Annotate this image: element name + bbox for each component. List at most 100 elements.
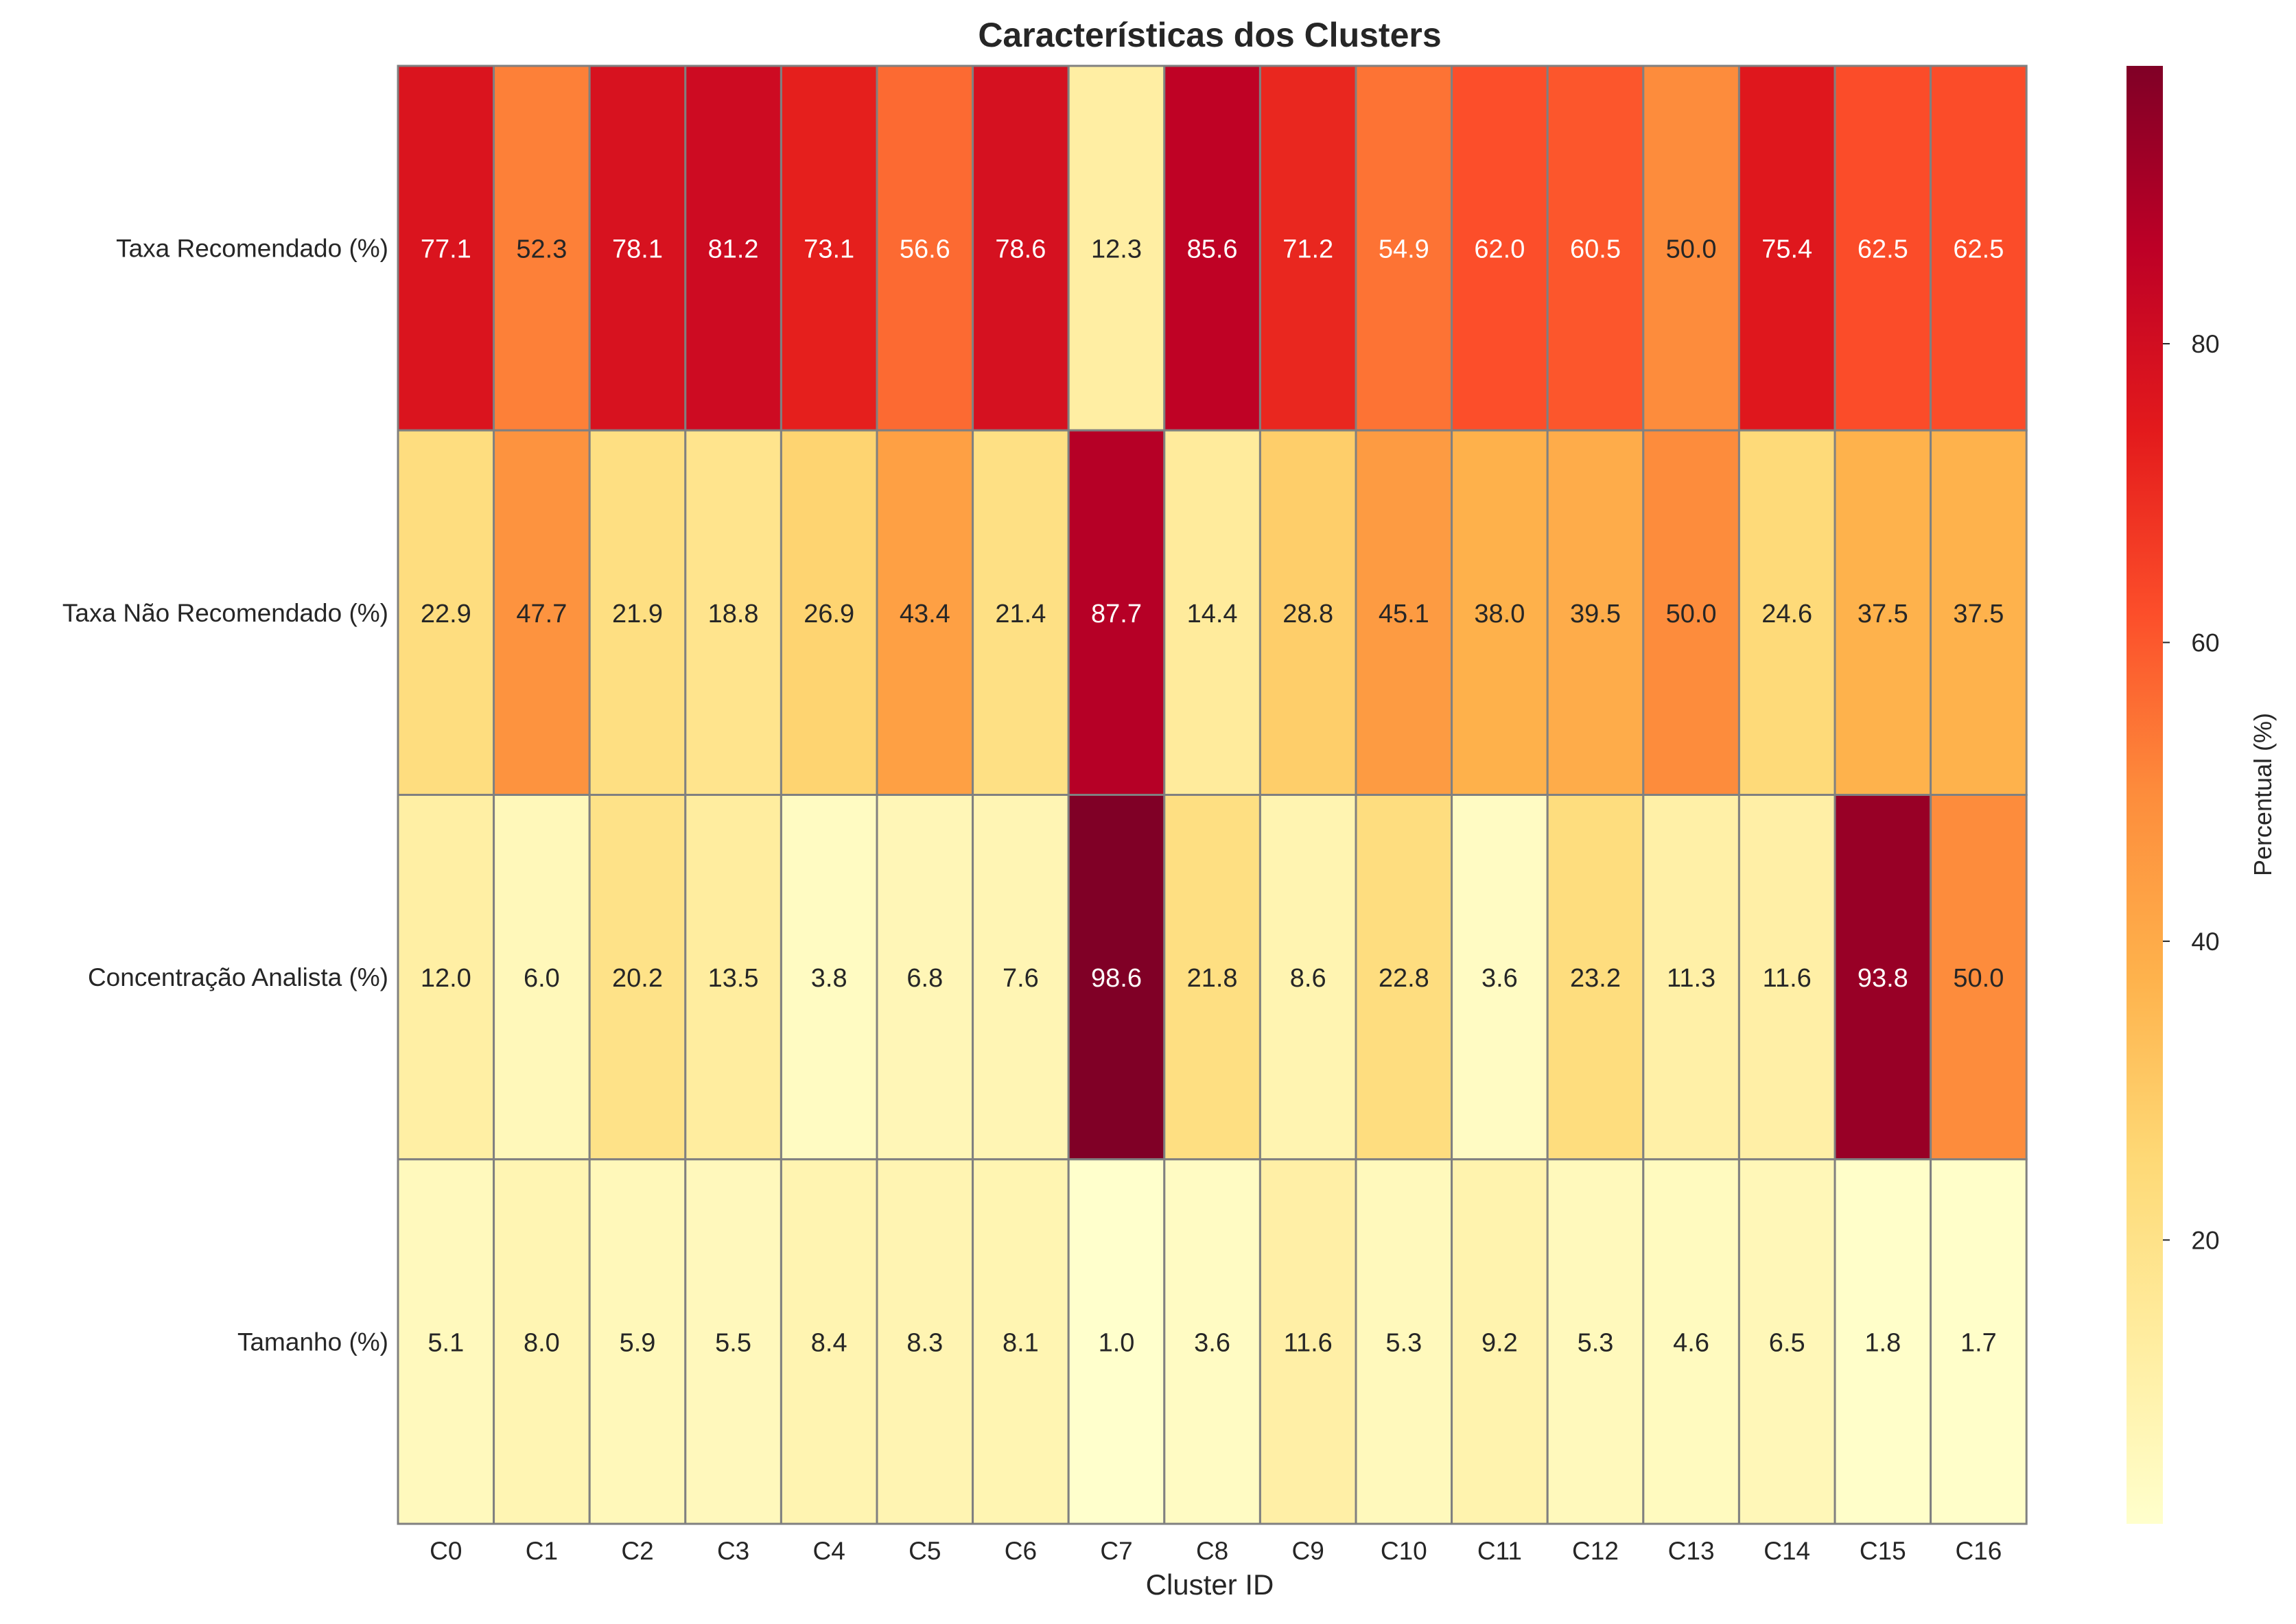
heatmap-cell [1067,429,1166,796]
x-tick-label: C15 [1860,1537,1906,1565]
cell-value-label: 7.6 [1003,964,1039,993]
cell-value-label: 8.6 [1290,964,1326,993]
heatmap-cell [493,64,591,432]
cell-value-label: 45.1 [1379,600,1429,628]
cell-value-label: 5.3 [1578,1328,1614,1357]
y-tick-label: Concentração Analista (%) [88,963,388,991]
heatmap-cell [780,64,878,432]
heatmap-cell [1163,1158,1261,1525]
heatmap-cell [972,1158,1070,1525]
heatmap-cell [1546,64,1645,432]
cell-value-label: 6.8 [906,964,943,993]
cell-value-label: 4.6 [1673,1328,1709,1357]
cell-value-label: 73.1 [804,235,854,264]
cell-value-label: 3.6 [1481,964,1518,993]
cell-value-label: 11.6 [1763,964,1812,993]
heatmap-cell [397,429,495,796]
heatmap-cell [1451,429,1549,796]
heatmap-cell [1642,429,1740,796]
cell-value-label: 87.7 [1091,600,1142,628]
heatmap-cell [780,429,878,796]
cell-value-label: 47.7 [516,600,567,628]
cell-value-label: 5.5 [715,1328,751,1357]
heatmap-cell [876,64,974,432]
colorbar-ticks: 20 40 60 80 [2163,330,2220,1254]
cell-value-label: 24.6 [1761,600,1812,628]
cell-value-label: 37.5 [1953,600,2004,628]
cell-value-label: 8.4 [811,1328,847,1357]
cell-value-label: 12.3 [1091,235,1142,264]
heatmap-cell [1258,1158,1357,1525]
heatmap-cell [1737,794,1836,1161]
cell-value-label: 52.3 [516,235,567,264]
cell-value-label: 6.0 [524,964,560,993]
heatmap-cell [1737,1158,1836,1525]
x-tick-label: C4 [813,1537,845,1565]
cell-value-label: 21.9 [612,600,663,628]
colorbar-tick-label: 40 [2191,928,2219,956]
x-tick-label: C0 [430,1537,462,1565]
cell-value-label: 3.6 [1194,1328,1230,1357]
cell-value-label: 18.8 [708,600,759,628]
cell-value-label: 12.0 [421,964,471,993]
cell-value-label: 50.0 [1953,964,2004,993]
cell-value-label: 5.1 [427,1328,464,1357]
heatmap-cell [1930,1158,2028,1525]
x-tick-label: C7 [1100,1537,1132,1565]
cell-value-label: 77.1 [421,235,471,264]
heatmap-cell [1834,1158,1932,1525]
cell-value-label: 5.3 [1385,1328,1422,1357]
y-tick-labels: Taxa Recomendado (%) Taxa Não Recomendado… [62,235,388,1356]
x-tick-label: C5 [909,1537,941,1565]
cell-value-label: 11.6 [1284,1328,1333,1357]
y-tick-label: Taxa Não Recomendado (%) [62,599,388,627]
cell-value-label: 54.9 [1379,235,1429,264]
cell-value-label: 14.4 [1187,600,1238,628]
heatmap-cell [1930,64,2028,432]
cell-value-label: 50.0 [1666,235,1717,264]
heatmap-cell [1930,794,2028,1161]
colorbar-gradient [2127,66,2163,1524]
cell-value-label: 20.2 [612,964,663,993]
cell-value-label: 9.2 [1481,1328,1518,1357]
heatmap-cell [1451,64,1549,432]
heatmap-cell [684,64,782,432]
heatmap-cell [780,794,878,1161]
colorbar-label: Percentual (%) [2249,713,2277,876]
heatmap-cell [397,64,495,432]
x-tick-label: C1 [526,1537,558,1565]
cell-value-label: 5.9 [620,1328,656,1357]
colorbar-tick-label: 80 [2191,330,2219,358]
heatmap-cell [1642,64,1740,432]
cell-value-label: 8.0 [524,1328,560,1357]
cell-value-label: 21.4 [995,600,1046,628]
cell-value-label: 11.3 [1667,964,1715,993]
heatmap-cell [1355,794,1453,1161]
cell-value-label: 1.0 [1099,1328,1135,1357]
x-tick-label: C8 [1196,1537,1228,1565]
heatmap-cell [493,794,591,1161]
y-tick-label: Tamanho (%) [237,1328,388,1356]
heatmap-cell [876,1158,974,1525]
cell-value-label: 1.8 [1864,1328,1901,1357]
cell-value-label: 62.5 [1953,235,2004,264]
heatmap-cell [1163,794,1261,1161]
cell-value-label: 62.0 [1474,235,1525,264]
x-tick-label: C13 [1668,1537,1715,1565]
heatmap-cell [1258,429,1357,796]
chart-title: Características dos Clusters [978,16,1441,54]
cell-value-label: 28.8 [1282,600,1333,628]
x-tick-label: C16 [1955,1537,2002,1565]
cell-value-label: 62.5 [1858,235,1908,264]
x-tick-label: C9 [1292,1537,1324,1565]
cell-value-label: 6.5 [1769,1328,1805,1357]
cell-value-label: 38.0 [1474,600,1525,628]
cell-value-label: 21.8 [1187,964,1238,993]
cell-value-label: 37.5 [1858,600,1908,628]
cell-value-label: 85.6 [1187,235,1238,264]
heatmap-cell [493,429,591,796]
x-tick-label: C6 [1005,1537,1037,1565]
heatmap-cell [588,429,687,796]
heatmap-cell [1834,64,1932,432]
